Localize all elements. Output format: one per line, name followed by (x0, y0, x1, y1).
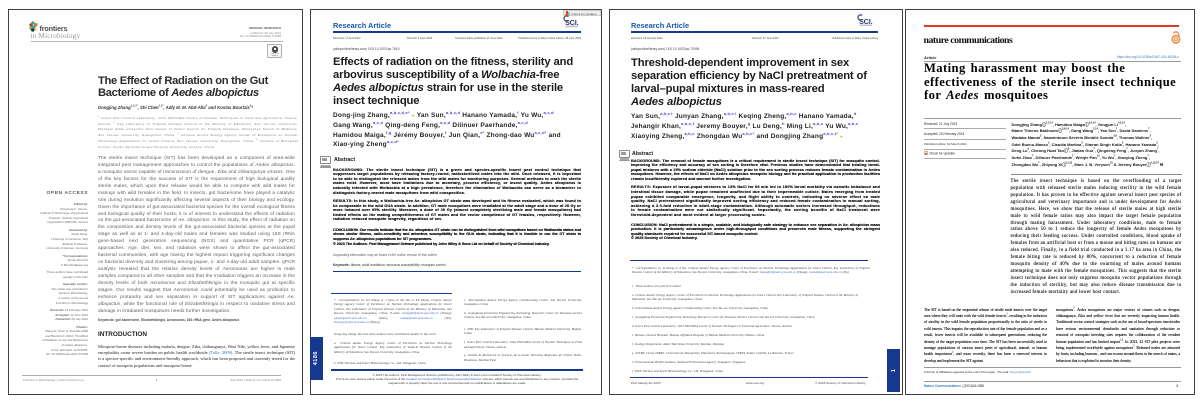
svg-text:SCI.: SCI. (564, 18, 578, 27)
svg-text:SCI.: SCI. (858, 17, 872, 26)
